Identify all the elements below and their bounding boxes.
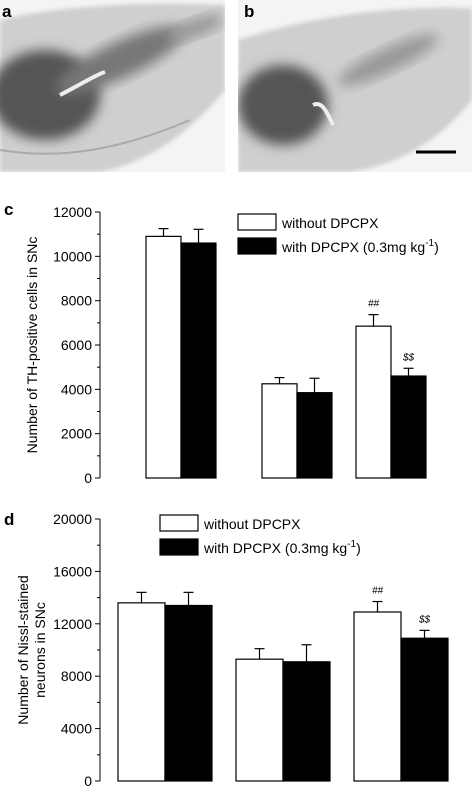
bar-with-dpcpx: [400, 637, 449, 782]
y-tick-label: 16000: [53, 563, 92, 579]
legend-label-with-exponent: -1: [425, 238, 434, 249]
y-tick-label: 0: [84, 470, 92, 486]
y-tick-label: 8000: [61, 668, 92, 684]
y-tick-label: 20000: [53, 511, 92, 527]
y-tick-label: 4000: [61, 721, 92, 737]
legend-swatch-without: [237, 213, 277, 231]
bar-with-dpcpx: [390, 375, 427, 479]
panel-label-b: b: [244, 2, 255, 21]
y-axis-label: Number of TH-positive cells in SNc: [24, 237, 40, 454]
significance-label: $$: [418, 614, 431, 625]
legend-label-with-main: with DPCPX (0.3mg kg: [203, 540, 347, 556]
y-tick-label: 0: [84, 773, 92, 789]
legend-swatch-without: [159, 514, 199, 532]
y-tick-label: 2000: [61, 426, 92, 442]
legend-label-with-exponent: -1: [347, 539, 356, 550]
y-axis-label-line: neurons in SNc: [32, 602, 48, 698]
legend-label-with: with DPCPX (0.3mg kg-1): [281, 238, 439, 255]
y-tick-label: 6000: [61, 337, 92, 353]
legend-label-without: without DPCPX: [281, 215, 379, 231]
bar-without-dpcpx: [261, 383, 298, 479]
y-tick-label: 10000: [53, 248, 92, 264]
bar-without-dpcpx: [117, 602, 166, 782]
panel-label-a: a: [2, 2, 12, 21]
significance-label: ##: [372, 586, 384, 597]
y-axis-label-line: Number of Nissl-stained: [15, 575, 31, 724]
bar-with-dpcpx: [164, 604, 213, 782]
micrograph-a: [0, 0, 225, 172]
legend-label-with-close: ): [356, 540, 361, 556]
bar-with-dpcpx: [282, 661, 331, 782]
panel-label-d: d: [4, 510, 15, 529]
y-tick-label: 12000: [53, 204, 92, 220]
legend-label-with-main: with DPCPX (0.3mg kg: [281, 239, 425, 255]
micrograph-b: [238, 0, 472, 172]
bar-with-dpcpx: [180, 242, 217, 479]
legend-label-with: with DPCPX (0.3mg kg-1): [203, 539, 361, 556]
legend-swatch-with: [237, 237, 277, 255]
significance-label: $$: [402, 352, 415, 363]
y-tick-label: 12000: [53, 616, 92, 632]
panel-label-c: c: [4, 200, 14, 219]
bar-with-dpcpx: [296, 392, 333, 479]
significance-label: ##: [368, 299, 380, 310]
bar-without-dpcpx: [353, 611, 402, 782]
legend-label-with-close: ): [434, 239, 439, 255]
y-tick-label: 8000: [61, 293, 92, 309]
bar-without-dpcpx: [235, 658, 284, 782]
y-tick-label: 4000: [61, 381, 92, 397]
legend-swatch-with: [159, 538, 199, 556]
legend-label-without: without DPCPX: [203, 516, 301, 532]
